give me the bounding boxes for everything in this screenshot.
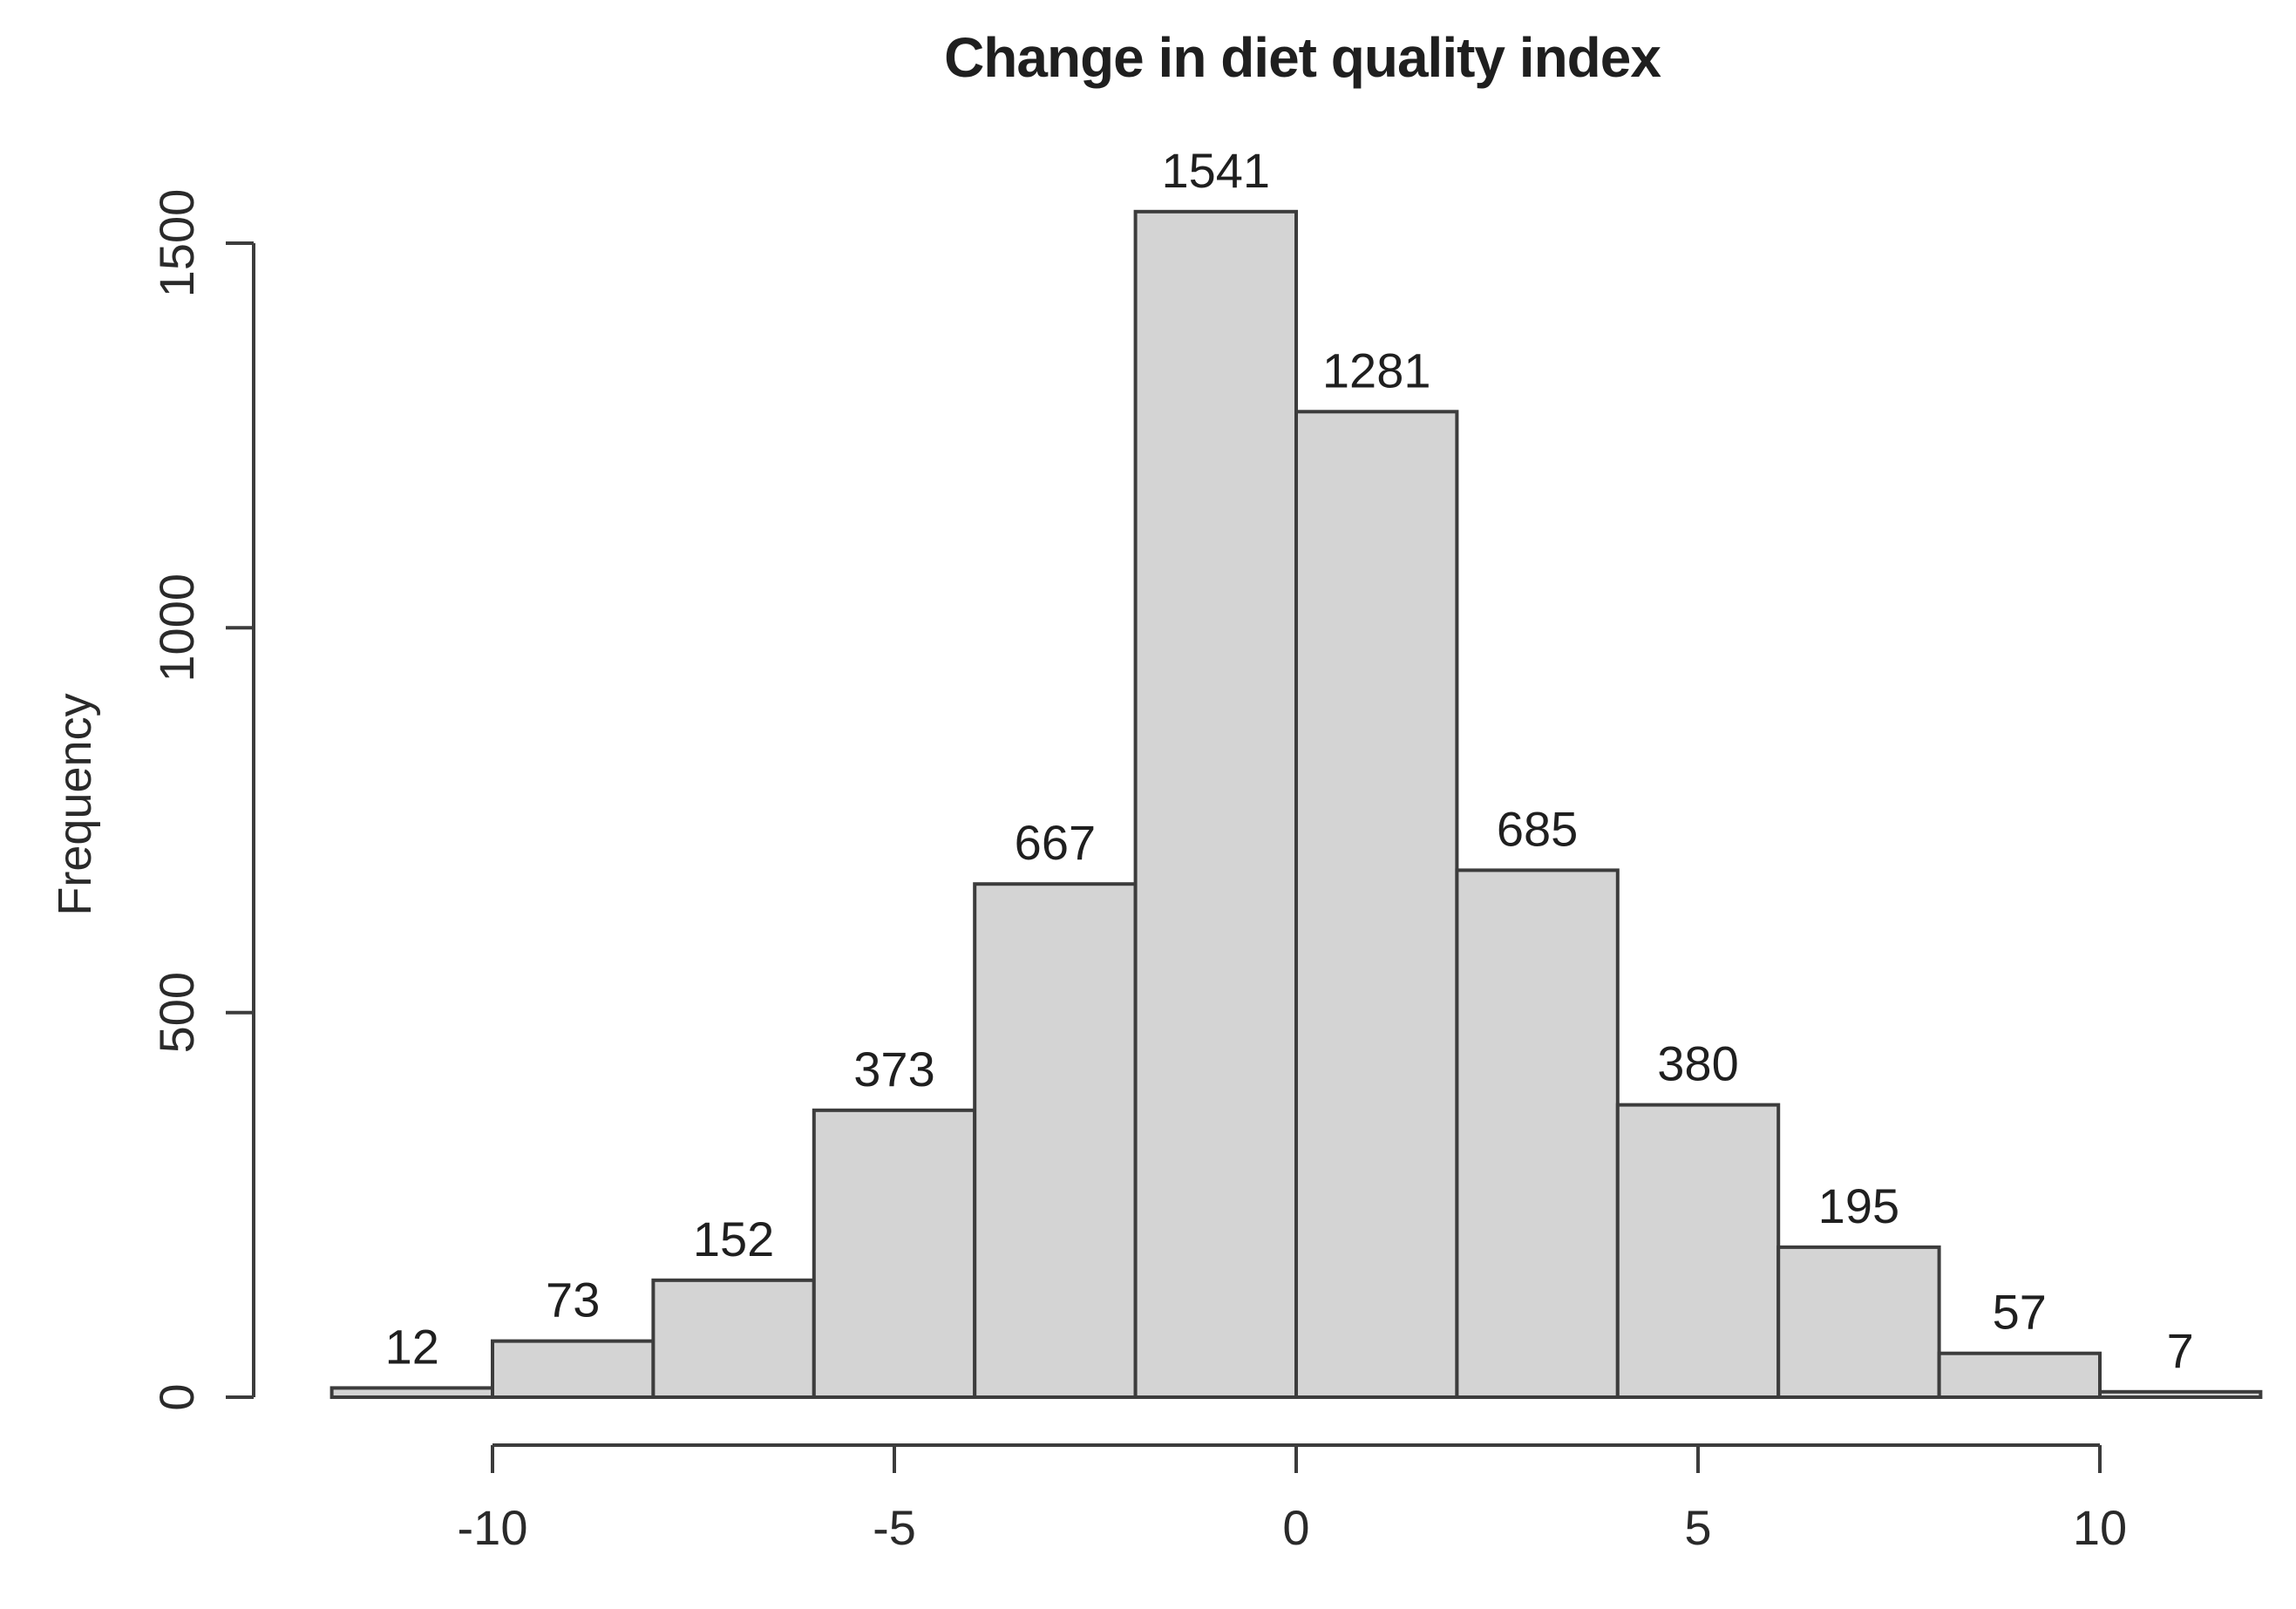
bar-value-label: 195 xyxy=(1818,1178,1899,1233)
bar-value-label: 152 xyxy=(693,1212,774,1266)
y-axis-title: Frequency xyxy=(49,693,101,915)
histogram-bar xyxy=(973,882,1138,1399)
bar-value-label: 685 xyxy=(1497,801,1578,856)
bar-labels-group: 12 73 152 373 667 1541 1281 685 380 195 57 7 xyxy=(385,143,2194,1378)
bars-group xyxy=(329,209,2263,1400)
histogram-bar xyxy=(1615,1103,1781,1399)
bar-value-label: 380 xyxy=(1657,1036,1738,1091)
x-axis: -10 -5 0 5 10 xyxy=(458,1443,2127,1555)
bar-value-label: 12 xyxy=(385,1319,439,1374)
histogram-bar xyxy=(1776,1245,1941,1400)
x-tick-label: 10 xyxy=(2073,1500,2127,1555)
histogram-bar xyxy=(812,1108,977,1400)
y-axis: 0 500 1000 1500 xyxy=(149,189,255,1411)
histogram-bar xyxy=(2098,1389,2263,1400)
histogram-bar xyxy=(1455,868,1620,1399)
y-tick-label: 1000 xyxy=(149,574,204,682)
x-tick-label: 0 xyxy=(1282,1500,1309,1555)
y-tick-label: 500 xyxy=(149,972,204,1053)
histogram-bar xyxy=(651,1278,816,1400)
bar-value-label: 373 xyxy=(853,1042,934,1096)
y-tick-label: 1500 xyxy=(149,189,204,298)
bar-value-label: 7 xyxy=(2167,1323,2194,1378)
x-tick-label: 5 xyxy=(1684,1500,1711,1555)
bar-value-label: 1541 xyxy=(1162,143,1271,198)
histogram-bar xyxy=(491,1339,656,1399)
histogram-bar xyxy=(329,1386,494,1400)
chart-title: Change in diet quality index xyxy=(944,26,1661,89)
bar-value-label: 57 xyxy=(1993,1285,2047,1340)
bar-value-label: 667 xyxy=(1015,815,1096,870)
x-tick-label: -10 xyxy=(458,1500,528,1555)
histogram-bar xyxy=(1937,1351,2102,1399)
x-tick-label: -5 xyxy=(873,1500,916,1555)
bar-value-label: 73 xyxy=(546,1273,600,1327)
histogram-bar xyxy=(1294,410,1459,1399)
bar-value-label: 1281 xyxy=(1322,343,1431,397)
histogram-bar xyxy=(1133,209,1298,1399)
y-tick-label: 0 xyxy=(149,1383,204,1410)
